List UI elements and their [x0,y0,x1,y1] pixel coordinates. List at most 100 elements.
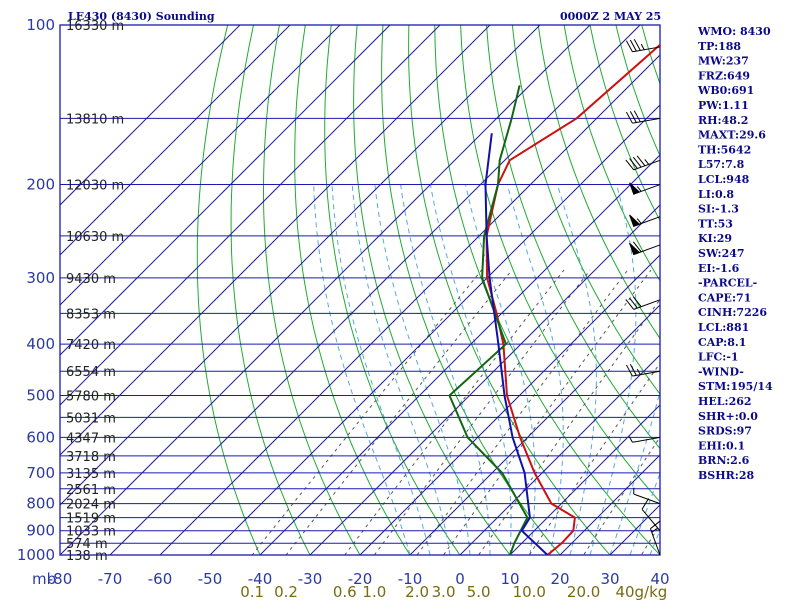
wind-barb-half [651,528,658,533]
height-label: 3135 m [66,467,116,482]
wind-barb [625,110,661,124]
stat-line: SI:-1.3 [698,203,739,216]
plot-frame [59,24,661,556]
wind-barb-full [636,155,646,167]
temperature-tick-label: 20 [550,570,569,588]
mixing-ratio-axis: 0.1 0.2 0.6 1.0 2.0 3.0 5.0 10.0 20.0 40g/kg [240,583,667,600]
stat-line: SRDS:97 [698,425,752,438]
stat-line: -WIND- [698,365,744,378]
wind-barb-full [629,297,638,309]
mixing-ratio-line [583,436,660,555]
isotherm-line [60,25,291,256]
stat-line: MAXT:29.6 [698,129,766,142]
wind-barb-staff [649,528,661,556]
stat-line: LFC:-1 [698,351,739,364]
wind-barb-full [625,111,633,124]
wind-barb-staff [632,117,661,124]
mixing-ratio-line [442,269,652,555]
temperature-tick-label: -10 [398,570,423,588]
pressure-tick-label: 600 [26,428,55,446]
stat-line: SHR+:0.0 [698,410,758,423]
stat-line: EI:-1.6 [698,262,740,275]
temperature-tick-label: 10 [500,570,519,588]
mixing-ratio-line [285,269,513,555]
mixing-ratio-tick-label: 20.0 [567,583,600,600]
temperature-tick-label: 30 [600,570,619,588]
wind-barb [641,498,661,532]
wind-barb [625,296,661,310]
pressure-tick-label: 300 [26,269,55,287]
stat-line: SW:247 [698,247,745,260]
sounding-datetime: 0000Z 2 MAY 25 [560,10,661,23]
wind-barb-half [636,186,642,192]
height-label: 6554 m [66,365,116,380]
wind-barb-staff [633,159,661,171]
pressure-tick-label: 700 [26,464,55,482]
wind-barb-half [636,218,642,224]
stat-line: WMO: 8430 [697,25,771,38]
temperature-tick-label: -30 [298,570,323,588]
temperature-tick-label: -80 [48,570,73,588]
isotherm-line [60,25,241,206]
pressure-tick-label: 1000 [17,546,55,564]
temperature-tick-label: 0 [455,570,465,588]
mixing-ratio-tick-label: 3.0 [432,583,456,600]
wind-barb-staff [632,46,661,53]
isotherms [60,25,660,555]
isotherm-line [509,404,660,555]
temperature-tick-label: -50 [198,570,223,588]
wind-barb-staff [632,370,661,377]
height-label: 1033 m [66,525,116,540]
stat-line: MW:237 [698,55,749,68]
mixing-ratio-tick-label: 0.2 [274,583,298,600]
wind-barb-full [625,159,635,171]
pressure-tick-label: 800 [26,495,55,513]
height-label: 10630 m [66,230,124,245]
isotherm-line [309,204,660,555]
isotherm-line [60,25,541,506]
mixing-ratio-tick-label: 2.0 [405,583,429,600]
wind-barb [633,487,661,505]
stat-line: PW:1.11 [698,99,749,112]
height-label: 138 m [66,549,108,564]
wind-barb [625,364,661,377]
parcel-trace [484,133,549,555]
stat-line: CAP:8.1 [698,336,746,349]
wind-barb-full [625,364,633,377]
stat-line: FRZ:649 [698,69,750,82]
wind-barb [628,436,661,443]
wind-barb-half [644,159,650,165]
wind-barb-flag [629,214,641,227]
stat-line: TT:53 [698,217,733,230]
stat-line: CAPE:71 [698,291,751,304]
wind-barb-full [633,110,641,123]
wind-barb-full [629,364,637,376]
pressure-axis: 100 200 300 400 500 600 700 800 900 1000 mb [17,16,56,588]
isotherm-line [60,25,491,456]
pressure-tick-label: 400 [26,335,55,353]
mixing-ratio-tick-label: 0.1 [240,583,264,600]
wind-barb [625,155,661,171]
stat-line: -PARCEL- [698,277,757,290]
isotherm-line [459,354,660,555]
wind-barb-flag [629,242,641,256]
stat-line: LI:0.8 [698,188,734,201]
wind-barb-half [628,436,633,443]
height-label: 5780 m [66,389,116,404]
wind-barb-staff [633,493,661,505]
height-label: 9430 m [66,272,116,287]
temperature-trace [485,43,660,555]
wind-barb-staff [641,508,661,532]
height-label: 7420 m [66,338,116,353]
wind-barb-half [640,43,645,50]
temperature-tick-label: -70 [98,570,123,588]
isotherm-line [159,54,660,555]
stat-line: TP:188 [698,40,741,53]
stat-line: BSHR:28 [698,469,754,482]
stat-line: BRN:2.6 [698,454,750,467]
dewpoint-trace [448,85,529,555]
height-label: 4347 m [66,431,116,446]
mixing-ratio-line [251,269,482,555]
